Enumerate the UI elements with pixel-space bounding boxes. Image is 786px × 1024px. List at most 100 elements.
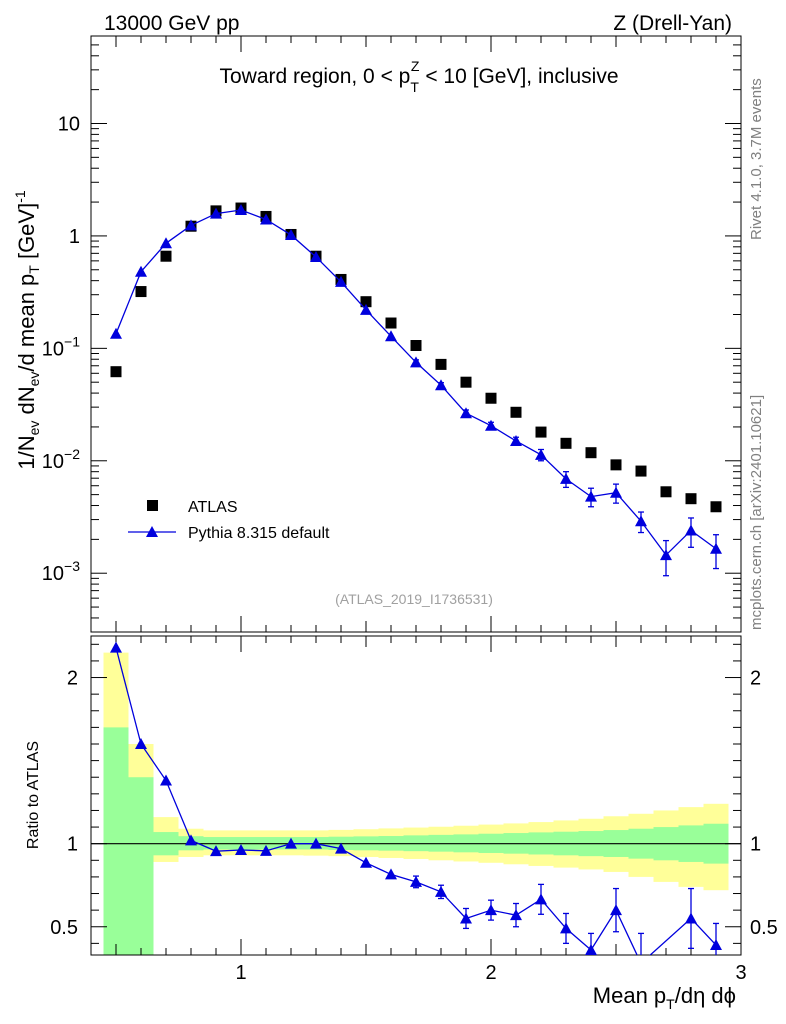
pythia-data-point (610, 486, 622, 498)
ratio-y-tick-label: 2 (67, 668, 78, 690)
x-tick-label: 2 (485, 962, 496, 984)
atlas-data-point (685, 493, 697, 505)
ratio-data-point (185, 834, 197, 846)
ratio-y-tick-label: 1 (67, 834, 78, 856)
ratio-data-point (510, 909, 522, 921)
ratio-data-point (685, 912, 697, 924)
ratio-line (115, 647, 717, 955)
x-tick-label: 3 (735, 962, 746, 984)
pythia-data-point (260, 213, 272, 225)
ratio-y-tick-label-right: 0.5 (750, 917, 778, 939)
atlas-data-point (360, 296, 372, 308)
analysis-watermark: (ATLAS_2019_I1736531) (335, 591, 493, 607)
y-tick-exponent: −2 (64, 446, 80, 462)
ratio-data-point (410, 875, 422, 887)
y-tick-exponent: −1 (64, 333, 80, 349)
ylabel-part: [GeV] (14, 203, 39, 265)
x-axis-label: Mean pT/dη dϕ (593, 983, 736, 1012)
ratio-data-point (710, 939, 722, 951)
pythia-data-point (660, 549, 672, 561)
pythia-data-point (310, 250, 322, 262)
ylabel-part: /d mean p (14, 274, 39, 372)
atlas-data-point (160, 250, 172, 262)
ratio-y-axis-label: Ratio to ATLAS (25, 741, 42, 849)
xlabel-part: Mean p (593, 983, 666, 1008)
pythia-data-point (510, 434, 522, 446)
legend-atlas-marker (147, 500, 158, 511)
ratio-data-point (485, 904, 497, 916)
xlabel-part: /dη dϕ (675, 983, 736, 1008)
ratio-data-point (635, 957, 647, 968)
pythia-data-point (560, 472, 572, 484)
pythia-data-point (360, 303, 372, 315)
ylabel-part: dN (14, 386, 39, 420)
ratio-data-point (585, 944, 597, 955)
plot-title: Toward region, 0 < pTZ < 10 [GeV], inclu… (219, 58, 618, 95)
ratio-data-point (285, 837, 297, 849)
y-tick-label: 10−1 (42, 333, 80, 360)
atlas-data-point (610, 459, 622, 471)
pythia-data-point (685, 524, 697, 536)
atlas-data-point (635, 465, 647, 477)
pythia-data-point (385, 330, 397, 342)
y-tick-label: 10−2 (42, 446, 80, 473)
ratio-data-point (110, 641, 122, 653)
pythia-data-point (460, 407, 472, 419)
ratio-data-point (210, 845, 222, 857)
y-tick-label: 1 (69, 226, 80, 248)
atlas-data-point (410, 340, 422, 352)
pythia-data-point (185, 219, 197, 231)
atlas-data-point (460, 376, 472, 388)
pythia-data-point (535, 448, 547, 460)
ratio-data-point (135, 737, 147, 749)
ylabel-part: T (26, 265, 42, 274)
xlabel-part: T (666, 996, 675, 1012)
header-process-label: Z (Drell-Yan) (613, 12, 732, 35)
ratio-data-point (160, 774, 172, 786)
atlas-data-point (560, 437, 572, 449)
pythia-data-point (485, 419, 497, 431)
pythia-data-point (110, 327, 122, 339)
ratio-data-point (335, 842, 347, 854)
title-text-prefix: Toward region, 0 < p (219, 65, 410, 88)
ratio-data-point (260, 844, 272, 856)
title-text-suffix: < 10 [GeV], inclusive (419, 65, 618, 88)
ratio-data-point (310, 837, 322, 849)
legend-pythia-label: Pythia 8.315 default (188, 525, 330, 542)
title-superscript: Z (411, 58, 420, 74)
atlas-data-point (510, 406, 522, 418)
atlas-data-point (535, 426, 547, 438)
legend-pythia-marker (146, 526, 158, 537)
ratio-series (110, 641, 722, 968)
ratio-inner-band (103, 727, 129, 955)
ratio-y-tick-label-right: 2 (750, 668, 761, 690)
legend-atlas-label: ATLAS (188, 499, 238, 516)
ratio-data-point (535, 893, 547, 905)
ratio-inner-band (128, 777, 154, 955)
pythia-data-point (285, 228, 297, 240)
y-tick-exponent: −3 (64, 558, 80, 574)
pythia-data-point (410, 356, 422, 368)
pythia-data-point (585, 490, 597, 502)
ratio-data-point (610, 904, 622, 916)
atlas-data-point (485, 392, 497, 404)
ratio-data-point (360, 856, 372, 868)
pythia-data-point (160, 237, 172, 249)
ratio-bands (103, 652, 729, 955)
atlas-data-point (660, 486, 672, 498)
pythia-data-point (135, 265, 147, 277)
ratio-y-tick-label-right: 1 (750, 834, 761, 856)
pythia-data-point (335, 275, 347, 287)
pythia-data-point (635, 515, 647, 527)
legend: ATLAS Pythia 8.315 default (128, 499, 330, 542)
ylabel-part: ev (26, 421, 42, 436)
title-subscript: T (410, 79, 419, 95)
x-tick-label: 1 (235, 962, 246, 984)
atlas-data-point (385, 317, 397, 329)
rivet-version-label: Rivet 4.1.0, 3.7M events (748, 78, 765, 240)
ylabel-part: ev (26, 372, 42, 387)
pythia-data-point (235, 204, 247, 216)
atlas-data-point (110, 366, 122, 378)
ratio-data-point (435, 885, 447, 897)
